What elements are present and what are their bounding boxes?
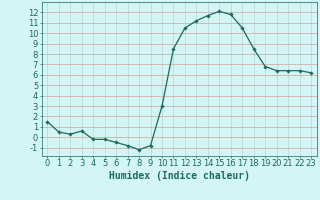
X-axis label: Humidex (Indice chaleur): Humidex (Indice chaleur) (109, 171, 250, 181)
